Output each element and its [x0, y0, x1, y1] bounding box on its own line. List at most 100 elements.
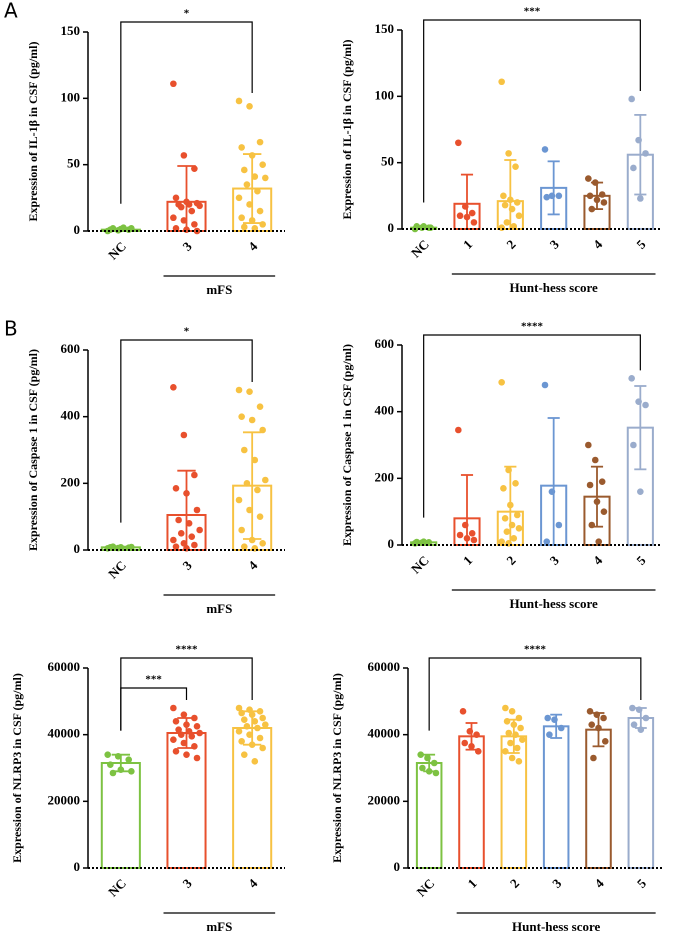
data-point — [170, 536, 177, 544]
y-tick-label: 600 — [61, 341, 81, 356]
y-tick-label: 150 — [61, 23, 81, 38]
data-point — [235, 97, 243, 105]
significance-bracket — [423, 334, 641, 518]
x-tick-label: 1 — [460, 237, 475, 252]
error-bar — [242, 431, 262, 540]
data-point — [259, 744, 266, 752]
data-point — [243, 723, 251, 730]
y-tick-label: 100 — [375, 87, 395, 102]
data-point — [513, 199, 521, 206]
panel-label: A — [4, 0, 18, 23]
data-point — [256, 513, 264, 520]
y-tick-label: 0 — [74, 541, 81, 556]
data-point — [172, 485, 180, 492]
data-point — [172, 748, 180, 755]
data-point — [510, 223, 518, 230]
bar — [415, 762, 443, 869]
data-point — [254, 486, 261, 494]
data-point — [628, 375, 635, 382]
data-point — [259, 221, 266, 228]
significance-bracket — [120, 657, 253, 731]
data-point — [503, 528, 511, 535]
data-point — [235, 496, 243, 504]
error-bar — [550, 713, 563, 739]
y-axis-label: Expression of NLRP3 in CSF (pg/ml) — [330, 673, 344, 863]
bar — [458, 735, 485, 869]
data-point — [172, 718, 180, 725]
error-bar — [465, 722, 478, 751]
data-point — [508, 708, 516, 715]
data-point — [588, 721, 596, 728]
data-point — [251, 173, 259, 180]
y-tick-label: 20000 — [48, 792, 81, 807]
data-point — [259, 161, 266, 168]
data-point — [240, 543, 248, 550]
significance-label: **** — [521, 321, 544, 333]
significance-bracket — [120, 21, 253, 204]
data-point — [240, 716, 248, 723]
data-point — [598, 191, 606, 198]
significance-label: *** — [524, 6, 541, 18]
data-point — [586, 192, 594, 200]
data-point — [507, 739, 514, 747]
data-point — [191, 221, 198, 228]
y-tick-label: 400 — [375, 403, 395, 418]
data-point — [193, 723, 201, 730]
significance-label: *** — [145, 674, 162, 686]
data-point — [642, 714, 650, 722]
data-point — [600, 714, 607, 722]
y-tick-label: 0 — [388, 220, 395, 235]
data-point — [500, 192, 507, 200]
data-point — [546, 731, 553, 738]
y-tick-label: 60000 — [48, 659, 81, 674]
data-point — [180, 431, 188, 439]
data-point — [262, 476, 269, 484]
y-tick-label: 0 — [74, 222, 81, 237]
data-point — [177, 203, 185, 211]
error-bar — [242, 710, 262, 746]
data-point — [468, 530, 476, 537]
data-point — [503, 219, 511, 226]
data-point — [628, 95, 635, 103]
y-tick-label: 20000 — [368, 792, 401, 807]
data-point — [461, 739, 469, 747]
y-axis-label: Expression of Caspase 1 in CSF (pg/ml) — [26, 349, 40, 551]
group-label: Hunt-hess score — [510, 280, 598, 295]
data-point — [502, 748, 509, 755]
data-point — [455, 139, 462, 147]
x-tick-label: 3 — [547, 236, 563, 252]
data-point — [555, 192, 563, 200]
data-point — [259, 714, 266, 722]
data-point — [196, 526, 203, 534]
data-point — [430, 759, 438, 767]
y-tick-label: 100 — [61, 89, 81, 104]
x-tick-label: NC — [105, 876, 129, 900]
x-tick-label: 2 — [503, 553, 518, 568]
error-bar — [590, 181, 604, 211]
data-point — [512, 163, 519, 170]
data-point — [455, 426, 462, 434]
x-tick-label: 3 — [180, 238, 196, 254]
data-point — [175, 726, 182, 733]
data-point — [191, 165, 198, 172]
data-point — [417, 751, 425, 758]
data-point — [501, 515, 509, 522]
significance-label: * — [184, 8, 190, 20]
significance-bracket — [423, 19, 641, 203]
error-bar — [592, 712, 605, 748]
data-point — [262, 721, 269, 728]
data-point — [600, 508, 608, 515]
data-point — [470, 219, 478, 226]
data-point — [262, 174, 269, 182]
y-tick-label: 40000 — [48, 726, 81, 741]
data-point — [254, 187, 261, 195]
data-point — [240, 446, 248, 454]
significance-bracket — [120, 339, 253, 523]
data-point — [513, 511, 521, 519]
data-point — [246, 201, 253, 208]
y-tick-label: 40000 — [368, 726, 401, 741]
data-point — [191, 471, 198, 479]
data-point — [235, 386, 243, 394]
data-point — [170, 736, 177, 743]
